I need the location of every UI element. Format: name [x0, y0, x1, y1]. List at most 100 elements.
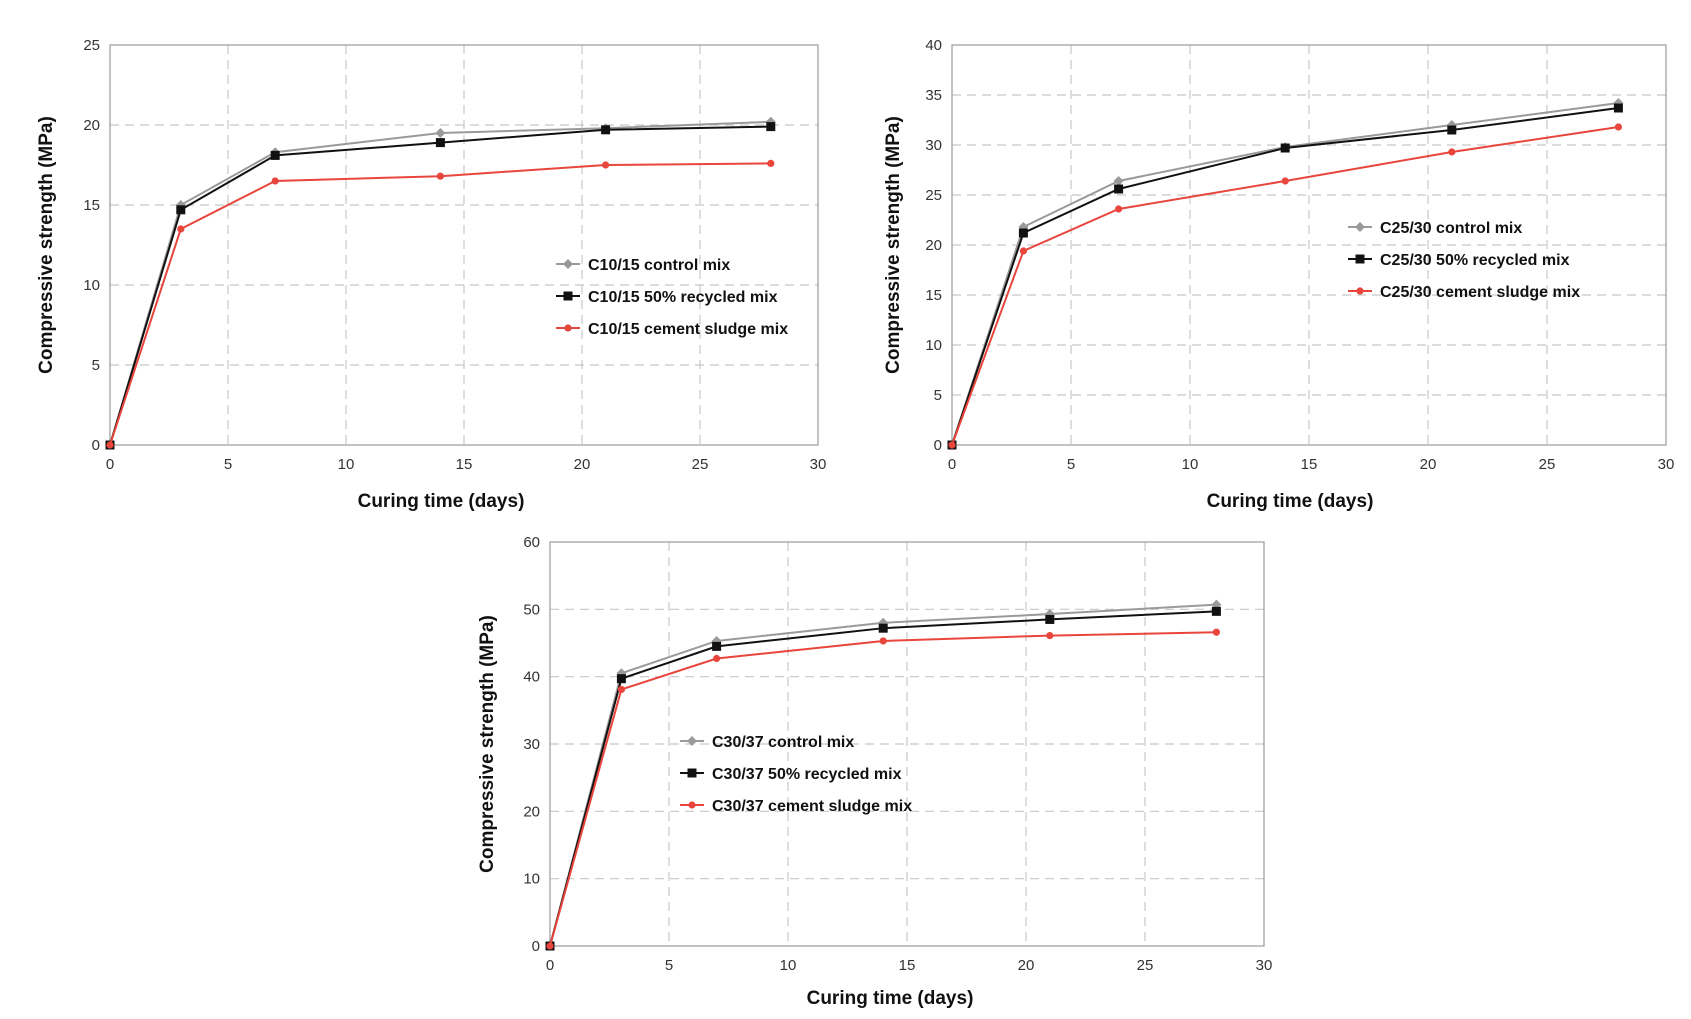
x-tick-label: 25 — [1539, 456, 1556, 473]
legend-label: C25/30 cement sludge mix — [1380, 284, 1580, 301]
y-tick-label: 10 — [523, 871, 540, 888]
chart-c30-37: 0 5 10 15 20 25 30 0 10 20 30 40 50 60 Compressive st… — [477, 534, 1273, 1009]
data-point — [617, 685, 625, 694]
x-axis-label: Curing time (days) — [1207, 491, 1374, 512]
data-point — [712, 641, 722, 651]
legend-item: C30/37 control mix — [680, 734, 854, 751]
data-point — [1613, 103, 1623, 113]
series-line — [951, 102, 1619, 446]
data-point — [176, 205, 186, 215]
series-line — [549, 610, 1217, 947]
data-point — [1045, 614, 1055, 624]
series-line — [109, 162, 771, 446]
legend-label: C30/37 50% recycled mix — [712, 766, 902, 783]
data-point — [1113, 176, 1124, 186]
legend-swatch-marker — [687, 768, 697, 778]
y-tick-label: 30 — [925, 137, 942, 154]
data-point — [106, 441, 114, 449]
plot-frame — [109, 44, 819, 446]
legend-item: C10/15 control mix — [556, 257, 730, 274]
legend-item: C10/15 cement sludge mix — [556, 321, 788, 338]
legend-label: C30/37 cement sludge mix — [712, 798, 912, 815]
data-point — [601, 125, 611, 135]
data-point — [1018, 228, 1028, 238]
data-point — [1281, 177, 1289, 185]
data-point — [602, 161, 610, 169]
y-tick-label: 35 — [925, 87, 942, 104]
legend-label: C10/15 cement sludge mix — [588, 321, 788, 338]
data-point — [948, 441, 956, 449]
legend: C10/15 control mix C10/15 50% recycled mi… — [556, 257, 788, 338]
data-point — [878, 623, 888, 633]
data-point — [1046, 631, 1054, 640]
x-tick-label: 20 — [574, 456, 591, 473]
legend-swatch-marker — [1356, 287, 1364, 295]
data-point — [1211, 606, 1221, 616]
data-point — [435, 128, 446, 138]
x-tick-label: 10 — [1182, 456, 1199, 473]
data-point — [270, 150, 280, 160]
y-tick-label: 10 — [925, 337, 942, 354]
x-tick-label: 5 — [665, 957, 673, 974]
series-square — [947, 103, 1623, 450]
x-tick-label: 25 — [692, 456, 709, 473]
x-tick-label: 25 — [1137, 957, 1154, 974]
y-axis-label: Compressive strength (MPa) — [36, 116, 57, 374]
series-line — [109, 120, 771, 446]
data-point — [1448, 148, 1456, 156]
legend-item: C25/30 cement sludge mix — [1348, 284, 1580, 301]
x-tick-label: 15 — [1301, 456, 1318, 473]
data-point — [1114, 184, 1124, 194]
y-tick-label: 15 — [83, 197, 100, 214]
data-point — [616, 674, 626, 684]
legend-item: C10/15 50% recycled mix — [556, 289, 778, 306]
legend-swatch-marker — [688, 801, 696, 809]
x-tick-label: 10 — [338, 456, 355, 473]
data-point — [1614, 123, 1622, 131]
y-tick-label: 25 — [925, 187, 942, 204]
y-tick-label: 40 — [925, 37, 942, 54]
data-point — [879, 637, 887, 645]
series-line — [109, 125, 771, 446]
y-tick-label: 20 — [925, 237, 942, 254]
x-tick-label: 20 — [1420, 456, 1437, 473]
data-point — [1019, 247, 1027, 255]
x-tick-label: 0 — [106, 456, 114, 473]
data-point — [436, 172, 444, 180]
series-line — [951, 107, 1619, 446]
legend-label: C25/30 50% recycled mix — [1380, 252, 1570, 269]
y-axis-label: Compressive strength (MPa) — [477, 615, 498, 873]
y-tick-label: 40 — [523, 669, 540, 686]
legend-item: C30/37 50% recycled mix — [680, 766, 902, 783]
x-tick-label: 30 — [810, 456, 827, 473]
y-tick-label: 25 — [83, 37, 100, 54]
y-tick-label: 0 — [934, 437, 942, 454]
data-point — [1212, 628, 1220, 636]
legend-label: C10/15 50% recycled mix — [588, 289, 778, 306]
series-line — [549, 603, 1217, 947]
y-tick-label: 5 — [934, 387, 942, 404]
y-tick-label: 20 — [523, 803, 540, 820]
x-tick-label: 0 — [546, 957, 554, 974]
x-tick-label: 30 — [1658, 456, 1675, 473]
x-axis-label: Curing time (days) — [807, 988, 974, 1009]
chart-c25-30: 0 5 10 15 20 25 30 0 5 10 15 20 25 30 35 40 Compressive… — [883, 37, 1675, 512]
y-tick-label: 10 — [83, 277, 100, 294]
y-tick-label: 50 — [523, 601, 540, 618]
series-circle — [106, 159, 775, 449]
legend-item: C25/30 50% recycled mix — [1348, 252, 1570, 269]
y-axis-label: Compressive strength (MPa) — [883, 116, 904, 374]
series-square — [105, 122, 776, 450]
legend-swatch-marker — [1355, 254, 1365, 264]
plot-frame — [951, 44, 1667, 446]
y-tick-label: 20 — [83, 117, 100, 134]
y-tick-label: 30 — [523, 736, 540, 753]
x-tick-label: 15 — [456, 456, 473, 473]
x-tick-label: 30 — [1256, 957, 1273, 974]
y-tick-label: 0 — [532, 938, 540, 955]
y-tick-label: 0 — [92, 437, 100, 454]
series-diamond — [105, 116, 776, 450]
legend-swatch-marker — [563, 291, 573, 301]
legend-label: C25/30 control mix — [1380, 220, 1522, 237]
legend-label: C10/15 control mix — [588, 257, 730, 274]
